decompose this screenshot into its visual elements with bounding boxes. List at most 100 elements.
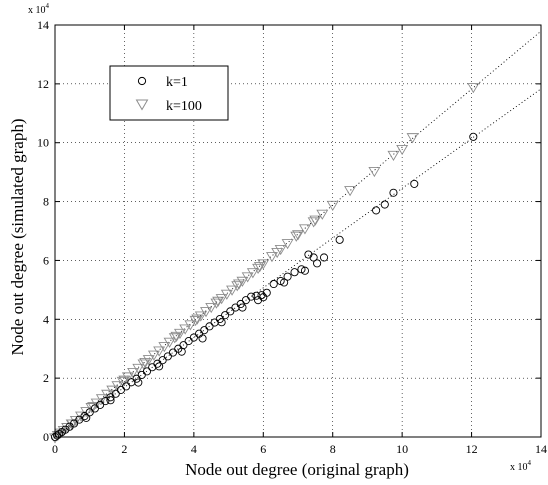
legend-label-k100: k=100	[166, 99, 202, 114]
data-point-k100	[142, 355, 155, 366]
legend-marker-k1	[137, 76, 147, 86]
data-point-k1	[309, 253, 318, 262]
data-point-k1	[276, 276, 285, 286]
plot-frame	[54, 24, 542, 438]
legend-box	[109, 65, 229, 121]
data-point-k100	[173, 328, 186, 340]
data-point-k1	[300, 266, 309, 275]
data-point-k100	[191, 314, 204, 325]
data-point-k100	[179, 324, 192, 335]
data-points	[49, 83, 480, 444]
data-point-k1	[200, 326, 209, 335]
x-axis-label: Node out degree (original graph)	[185, 460, 409, 479]
data-point-k1	[55, 430, 64, 439]
y-tick-label: 8	[43, 195, 49, 209]
data-point-k1	[226, 307, 235, 316]
data-point-k100	[292, 230, 304, 241]
data-point-k1	[177, 347, 186, 356]
data-point-k100	[246, 268, 259, 279]
data-point-k100	[194, 311, 207, 322]
x-tick-label: 6	[260, 442, 266, 456]
data-point-k100	[307, 217, 320, 228]
y-axis-multiplier: x 104	[28, 2, 50, 16]
data-point-k1	[313, 259, 322, 268]
data-point-k100	[147, 350, 160, 361]
data-point-k1	[101, 397, 110, 406]
data-point-k1	[134, 378, 143, 387]
data-point-k100	[274, 245, 287, 256]
data-point-k1	[168, 348, 178, 357]
data-point-k100	[205, 302, 218, 314]
data-point-k1	[319, 253, 329, 262]
data-point-k100	[139, 358, 152, 369]
data-point-k100	[80, 407, 93, 418]
data-point-k100	[253, 262, 266, 273]
data-point-k100	[87, 402, 100, 413]
data-point-k100	[236, 276, 249, 287]
y-tick-label: 14	[37, 18, 49, 32]
legend-label-k1: k=1	[166, 75, 188, 90]
data-point-k1	[262, 288, 271, 297]
data-point-k100	[116, 376, 129, 387]
data-point-k100	[290, 231, 303, 242]
data-point-k1	[283, 272, 292, 281]
data-point-k100	[210, 298, 223, 309]
data-point-k100	[220, 289, 233, 300]
data-point-k1	[280, 278, 289, 287]
data-point-k1	[106, 396, 115, 405]
data-point-k100	[344, 186, 357, 197]
x-tick-label: 12	[466, 442, 478, 456]
data-point-k100	[121, 372, 134, 383]
data-point-k100	[184, 320, 197, 331]
data-point-k1	[189, 333, 198, 342]
data-point-k100	[127, 368, 140, 379]
data-point-k100	[406, 133, 419, 144]
x-tick-label: 4	[191, 442, 197, 456]
data-point-k1	[372, 206, 381, 215]
data-point-k1	[163, 352, 172, 361]
data-point-k1	[111, 389, 120, 398]
data-point-k100	[101, 389, 114, 400]
x-tick-label: 2	[121, 442, 127, 456]
data-point-k1	[269, 279, 278, 289]
data-point-k100	[271, 247, 284, 259]
data-point-k100	[257, 259, 270, 270]
data-point-k100	[326, 200, 339, 211]
data-point-k1	[469, 132, 478, 141]
data-point-k100	[163, 337, 176, 348]
data-point-k100	[231, 281, 244, 292]
y-tick-label: 10	[37, 136, 49, 150]
x-axis-multiplier: x 104	[510, 459, 532, 473]
data-point-k1	[221, 311, 230, 320]
data-point-k100	[137, 359, 150, 370]
data-point-k1	[231, 303, 240, 312]
data-point-k1	[195, 329, 204, 338]
data-point-k100	[212, 296, 225, 307]
data-point-k100	[252, 263, 265, 274]
data-point-k100	[85, 403, 98, 414]
data-point-k100	[215, 294, 228, 305]
data-point-k100	[158, 342, 171, 353]
data-point-k1	[198, 334, 207, 343]
legend: k=1 k=100	[109, 65, 229, 121]
data-point-k1	[335, 235, 344, 244]
data-point-k100	[170, 331, 183, 342]
axis-ticks: 0 2 4 6 8 10 12 14 0 2 4 6 8 10 12 14	[37, 18, 547, 456]
data-point-k100	[69, 415, 82, 427]
y-tick-label: 6	[43, 253, 49, 267]
data-point-k1	[82, 413, 91, 422]
y-tick-label: 4	[43, 312, 49, 326]
data-point-k1	[61, 425, 70, 434]
data-point-k100	[168, 333, 181, 344]
data-point-k1	[158, 356, 167, 365]
data-point-k1	[127, 378, 136, 387]
data-point-k100	[90, 398, 103, 409]
x-tick-label: 8	[330, 442, 336, 456]
data-point-k1	[290, 268, 299, 277]
data-point-k1	[122, 382, 131, 391]
data-point-k1	[389, 188, 398, 197]
data-point-k100	[153, 346, 166, 357]
data-point-k100	[232, 279, 245, 290]
legend-marker-k100	[135, 99, 149, 111]
